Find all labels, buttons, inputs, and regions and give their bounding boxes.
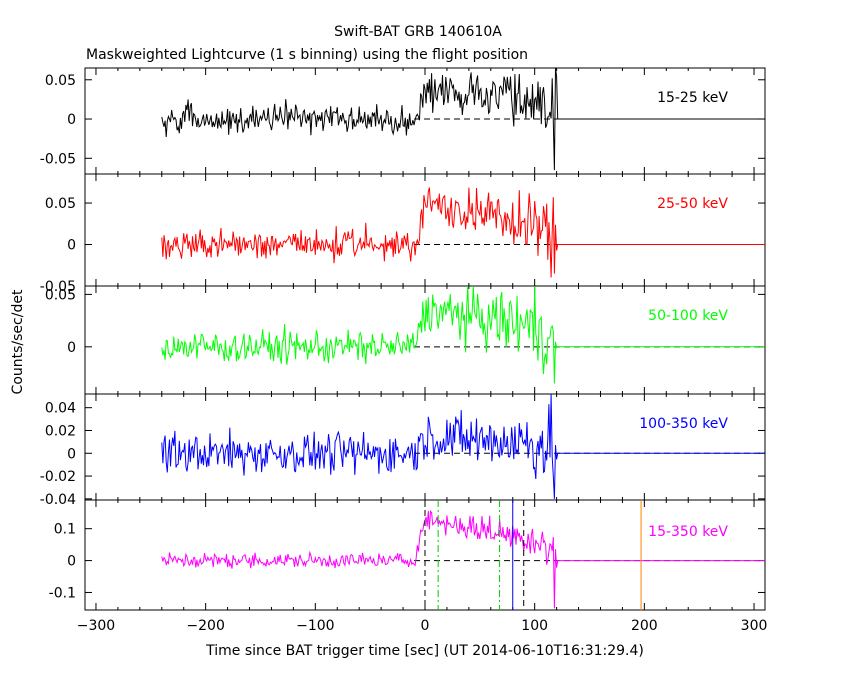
panel-frame (84, 173, 766, 287)
y-tick-label: -0.05 (40, 279, 76, 295)
lightcurve-series (161, 393, 765, 499)
band-label: 25-50 keV (657, 196, 728, 212)
band-label: 15-350 keV (648, 524, 728, 540)
x-axis-label: Time since BAT trigger time [sec] (UT 20… (205, 643, 644, 659)
panel-4: -0.04 -0.02 0 0.02 0.04 100-350 keV (40, 393, 766, 508)
x-tick-label: 300 (741, 618, 768, 634)
panel-3: 0 0.05 50-100 keV (45, 285, 766, 395)
y-tick-label: 0.05 (45, 73, 76, 89)
panel-1: -0.05 0 0.05 15-25 keV (40, 67, 766, 175)
y-tick-label: 0 (67, 112, 76, 128)
lightcurve-series (161, 67, 765, 171)
y-tick-label: 0.05 (45, 287, 76, 303)
x-tick-label: 0 (421, 618, 430, 634)
y-tick-label: 0 (67, 554, 76, 570)
x-tick-label: 200 (631, 618, 658, 634)
chart-title: Swift-BAT GRB 140610A (334, 24, 502, 40)
panel-5: -0.1 0 0.1 15-350 keV −300 −200 −100 0 100 200 300 (49, 499, 768, 634)
chart-subtitle: Maskweighted Lightcurve (1 s binning) us… (86, 47, 528, 63)
y-tick-label: 0.02 (45, 423, 76, 439)
band-label: 50-100 keV (648, 308, 728, 324)
y-tick-label: 0 (67, 340, 76, 356)
y-tick-label: 0.04 (45, 401, 76, 417)
lightcurve-series (161, 187, 765, 278)
panel-frame (84, 67, 766, 175)
band-label: 100-350 keV (639, 416, 728, 432)
x-tick-label: −100 (296, 618, 334, 634)
y-tick-label: 0.05 (45, 196, 76, 212)
y-tick-label: -0.02 (40, 469, 76, 485)
lightcurve-series (161, 510, 765, 609)
y-tick-label: 0 (67, 446, 76, 462)
y-tick-label: 0 (67, 238, 76, 254)
x-tick-label: −300 (77, 618, 115, 634)
x-tick-label: −200 (186, 618, 224, 634)
x-tick-label: 100 (521, 618, 548, 634)
y-axis-label: Counts/sec/det (10, 289, 26, 394)
y-tick-label: -0.1 (49, 585, 76, 601)
lightcurve-series (161, 285, 765, 384)
panel-2: -0.05 0 0.05 25-50 keV (40, 173, 766, 295)
panel-frame (84, 285, 766, 395)
y-tick-label: -0.05 (40, 151, 76, 167)
y-tick-label: 0.1 (54, 522, 76, 538)
band-label: 15-25 keV (657, 90, 728, 106)
y-tick-label: -0.04 (40, 492, 76, 508)
